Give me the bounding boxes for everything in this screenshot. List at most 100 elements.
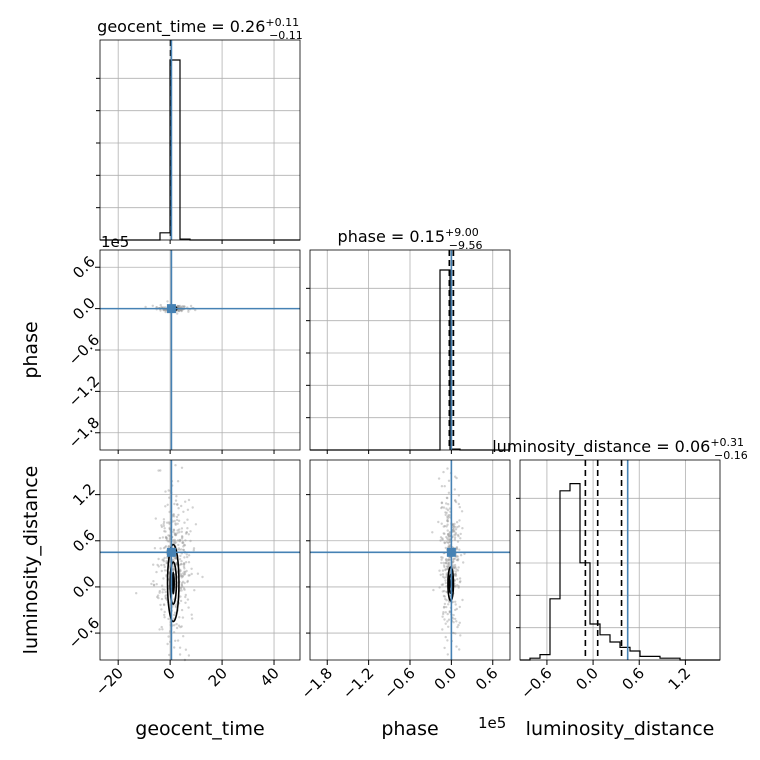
sample-point [182,587,186,590]
sample-point [444,622,447,625]
sample-point [181,540,184,544]
sample-point [181,580,185,583]
sample-point [159,603,162,607]
sample-point [447,562,450,565]
sample-point [180,576,183,579]
sample-point [180,574,183,577]
ytick-label-luminosity_distance-1: 0.0 [69,572,99,602]
sample-point [445,525,448,528]
xtick-label-geocent_time-3: 40 [257,664,283,690]
sample-point [442,506,446,509]
sample-point [177,309,181,313]
sample-point [162,558,165,561]
xtick-label-geocent_time-2: 20 [205,664,231,690]
sample-point [455,476,458,480]
sample-point [452,621,455,624]
sample-point [446,639,449,642]
sample-point [165,536,168,540]
sample-point [190,567,193,570]
sample-point [181,305,184,308]
xaxis-label-phase: phase [381,718,438,740]
sample-point [446,612,449,616]
sample-point [455,521,459,524]
sample-point [444,581,447,585]
sample-point [459,532,462,536]
sample-point [451,617,455,620]
sample-point [184,539,187,542]
sample-point [461,598,464,602]
sample-point [176,529,179,532]
sample-point [443,565,446,569]
sample-point [161,536,165,539]
sample-point [456,559,460,562]
sample-point [446,467,449,470]
sample-point [447,603,450,606]
sample-point [163,563,166,567]
sample-point [451,529,455,532]
sample-point [446,537,449,540]
sample-point [447,563,450,566]
sample-point [444,568,447,571]
sample-point [454,533,457,536]
sample-point [172,558,175,562]
yaxis-label-phase: phase [20,321,42,378]
sample-point [194,308,197,312]
sample-point [164,490,167,493]
sample-point [447,544,451,547]
sample-point [172,528,176,531]
panel-geocent_time-vs-phase [99,249,301,451]
sample-point [179,599,183,603]
sample-point [159,469,162,472]
sample-point [441,556,444,559]
sample-point [168,526,171,530]
sample-point [446,519,449,522]
sample-point [445,590,448,593]
sample-point [443,576,446,579]
sample-point [166,300,169,303]
sample-point [445,572,448,575]
sample-point [152,584,156,587]
sample-point [174,557,177,560]
sample-point [440,583,444,586]
sample-point [182,565,186,568]
diag-title-main-geocent_time: geocent_time = 0.26 [97,17,265,37]
sample-point [187,561,191,564]
panel-geocent_time-vs-luminosity_distance [99,459,301,662]
sample-point [454,475,457,478]
sample-point [448,559,451,562]
sample-point [457,558,460,561]
sample-point [167,635,170,638]
sample-point [437,477,441,480]
sample-point [185,531,188,534]
yaxis-offset-phase: 1e5 [101,233,129,251]
sample-point [172,568,175,571]
sample-point [167,545,170,548]
sample-point [168,537,171,540]
sample-point [445,599,448,602]
sample-point [180,309,183,313]
sample-point [453,530,456,533]
sample-point [155,583,158,586]
sample-point [448,531,451,534]
sample-point [444,611,447,614]
sample-point [159,303,162,307]
diag-panel-luminosity_distance: luminosity_distance = 0.06+0.31 −0.16 [492,436,748,661]
sample-point [185,531,188,534]
sample-point [458,621,461,624]
sample-point [448,558,451,561]
sample-point [448,534,451,537]
sample-point [463,552,466,555]
sample-point [175,503,179,506]
sample-point [180,608,184,612]
sample-point [447,533,450,536]
sample-point [182,510,185,513]
sample-point [162,524,166,528]
sample-point [454,573,457,576]
sample-point [456,569,460,572]
sample-point [446,653,449,656]
sample-point [160,608,163,611]
sample-point [163,527,166,530]
diag-title-plus-phase: +9.00 [445,226,479,239]
sample-point [173,532,177,535]
sample-point [162,522,165,526]
